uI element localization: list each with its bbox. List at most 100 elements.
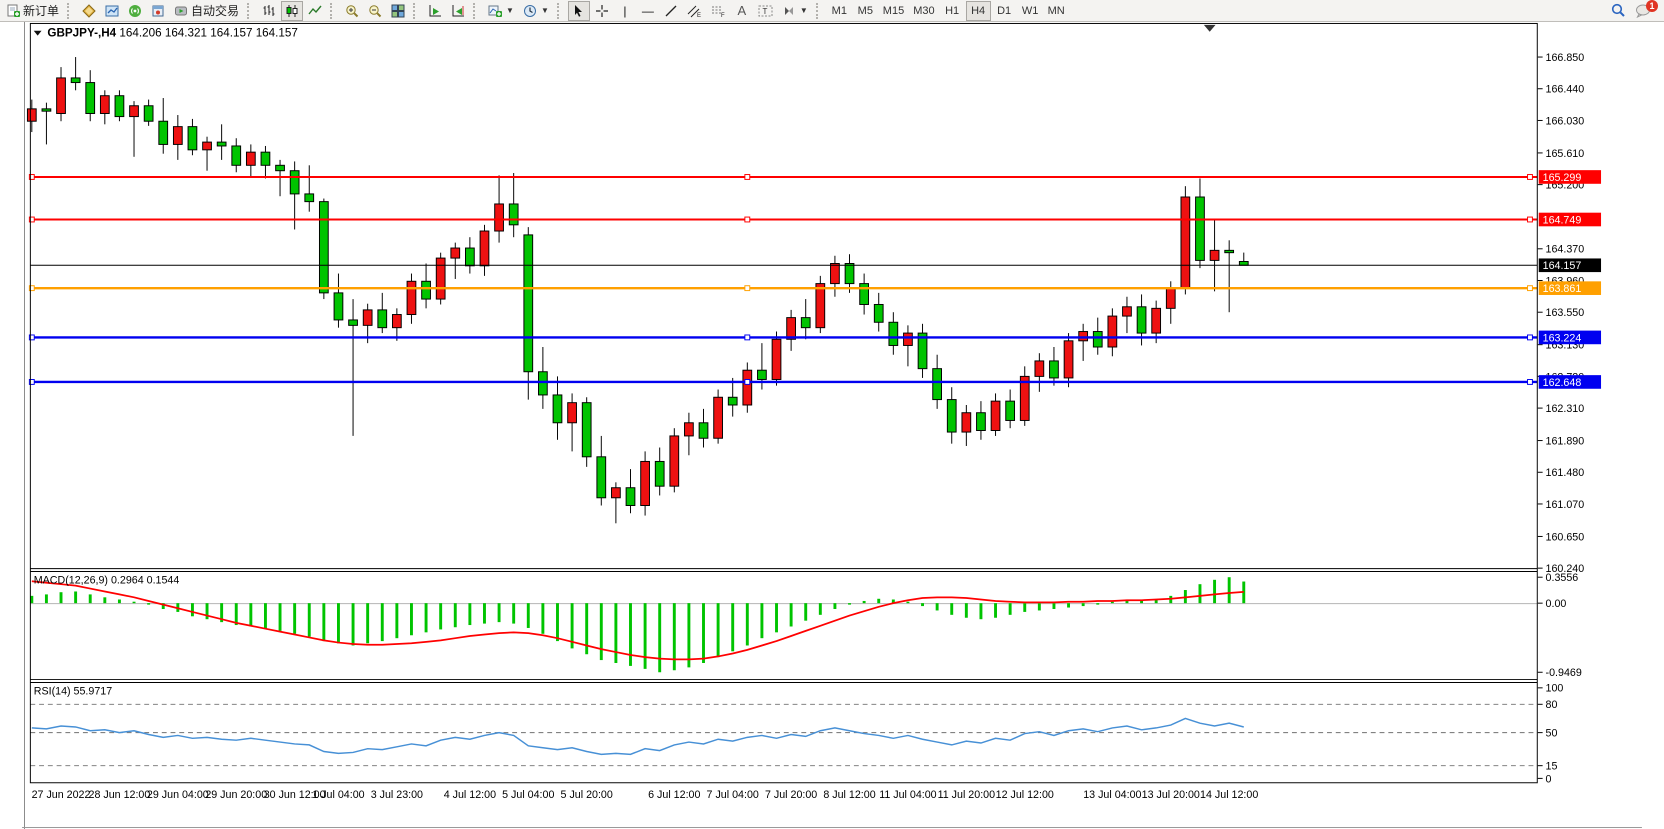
horizontal-line-tool-button[interactable]: — — [637, 1, 659, 21]
timeframe-m30-button[interactable]: M30 — [909, 1, 938, 21]
timeframe-w1-button[interactable]: W1 — [1018, 1, 1043, 21]
line-handle[interactable] — [744, 174, 751, 180]
time-tick-label: 13 Jul 04:00 — [1083, 789, 1141, 801]
macd-scale-label: -0.9469 — [1546, 667, 1582, 679]
vertical-line-tool-button[interactable]: | — [614, 1, 636, 21]
candle-42 — [640, 451, 650, 516]
rsi-scale-label: 0 — [1546, 773, 1552, 785]
zoom-out-button[interactable] — [364, 1, 386, 21]
terminal-button[interactable] — [147, 1, 169, 21]
navigator-button[interactable] — [101, 1, 123, 21]
rsi-scale-label: 80 — [1546, 699, 1558, 711]
candle-36 — [552, 376, 563, 440]
arrows-tool-button[interactable]: ▼ — [778, 1, 812, 21]
crosshair-icon — [595, 4, 608, 17]
price-tick-label: 166.030 — [1546, 115, 1585, 127]
toolbar-separator — [556, 2, 564, 19]
line-handle[interactable] — [1527, 334, 1533, 341]
chart-shift-marker[interactable] — [1203, 24, 1216, 32]
autotrading-button[interactable]: 自动交易 — [170, 1, 243, 21]
timeframe-m5-button[interactable]: M5 — [853, 1, 878, 21]
line-handle[interactable] — [1527, 285, 1533, 292]
chart-line-button[interactable] — [304, 1, 326, 21]
autotrading-icon — [175, 6, 188, 15]
search-button[interactable] — [1607, 1, 1630, 21]
line-handle[interactable] — [744, 334, 751, 341]
candle-66 — [990, 393, 1001, 436]
line-handle[interactable] — [28, 174, 35, 180]
time-tick-label: 29 Jun 04:00 — [147, 789, 209, 801]
svg-text:162.648: 162.648 — [1543, 377, 1582, 389]
candle-7 — [129, 101, 139, 157]
chart-candles-button[interactable] — [281, 0, 304, 21]
candle-77 — [1151, 300, 1162, 344]
candle-64 — [961, 404, 972, 446]
candle-24 — [377, 292, 388, 334]
candle-37 — [567, 393, 577, 452]
line-handle[interactable] — [1527, 379, 1533, 385]
text-icon: A — [737, 2, 747, 18]
fibonacci-tool-button[interactable]: F — [707, 1, 730, 21]
line-handle[interactable] — [744, 379, 751, 385]
candle-10 — [172, 115, 183, 160]
trendline-tool-button[interactable] — [660, 1, 682, 21]
svg-text:165.299: 165.299 — [1543, 172, 1582, 184]
candle-74 — [1107, 308, 1118, 357]
candle-56 — [844, 254, 855, 293]
trendline-icon — [665, 5, 677, 16]
timeframe-mn-button[interactable]: MN — [1044, 1, 1069, 21]
line-handle[interactable] — [28, 285, 35, 292]
toolbar-separator — [67, 2, 74, 19]
candle-6 — [114, 90, 125, 122]
candle-35 — [538, 347, 548, 409]
indicators-button[interactable]: ▼ — [484, 1, 518, 21]
candle-2 — [56, 67, 66, 122]
timeframe-h1-button[interactable]: H1 — [940, 1, 965, 21]
macd-scale-label: 0.3556 — [1546, 572, 1579, 584]
candle-11 — [187, 118, 198, 156]
signals-button[interactable] — [124, 1, 146, 21]
line-handle[interactable] — [28, 334, 35, 341]
periods-button[interactable]: ▼ — [519, 1, 553, 21]
candle-13 — [216, 124, 227, 160]
channel-tool-button[interactable]: E — [683, 1, 706, 21]
text-tool-button[interactable]: A — [731, 1, 753, 21]
crosshair-tool-button[interactable] — [591, 1, 613, 21]
rsi-line — [31, 717, 1244, 756]
price-chart[interactable]: 166.850 166.440 166.030 165.610 165.200 164.3… — [0, 22, 1664, 829]
zoom-in-button[interactable] — [341, 1, 363, 21]
market-watch-button[interactable] — [78, 1, 100, 21]
label-tool-button[interactable]: T — [754, 1, 777, 21]
time-tick-label: 5 Jul 20:00 — [561, 789, 613, 801]
timeframe-h4-button[interactable]: H4 — [965, 0, 991, 21]
candle-17 — [275, 159, 285, 197]
line-handle[interactable] — [744, 285, 751, 292]
candle-46 — [698, 408, 709, 448]
timeframe-m1-button[interactable]: M1 — [827, 1, 852, 21]
candle-29 — [450, 242, 461, 279]
candle-80 — [1195, 178, 1205, 269]
chat-button[interactable]: 1 — [1631, 0, 1658, 21]
line-handle[interactable] — [1527, 174, 1533, 180]
cursor-tool-button[interactable] — [567, 0, 590, 21]
chart-shift-button[interactable] — [447, 1, 469, 21]
chart-shift-icon — [452, 4, 465, 16]
timeframe-d1-button[interactable]: D1 — [992, 1, 1017, 21]
line-handle[interactable] — [1527, 216, 1533, 223]
one-click-trading-toggle[interactable] — [33, 30, 42, 36]
timeframe-m15-button[interactable]: M15 — [879, 1, 908, 21]
auto-scroll-button[interactable] — [424, 1, 446, 21]
text-label-icon: T — [758, 5, 773, 16]
terminal-icon — [152, 5, 164, 16]
chart-bars-button[interactable] — [258, 1, 280, 21]
line-handle[interactable] — [28, 379, 35, 385]
line-handle[interactable] — [28, 216, 35, 223]
tile-windows-button[interactable] — [387, 1, 409, 21]
line-handle[interactable] — [744, 216, 751, 223]
candle-15 — [245, 144, 256, 177]
new-order-button[interactable]: 新订单 — [3, 1, 63, 21]
candle-51 — [771, 331, 782, 386]
navigator-icon — [105, 5, 119, 16]
chart-window[interactable]: 166.850 166.440 166.030 165.610 165.200 164.3… — [0, 22, 1664, 829]
